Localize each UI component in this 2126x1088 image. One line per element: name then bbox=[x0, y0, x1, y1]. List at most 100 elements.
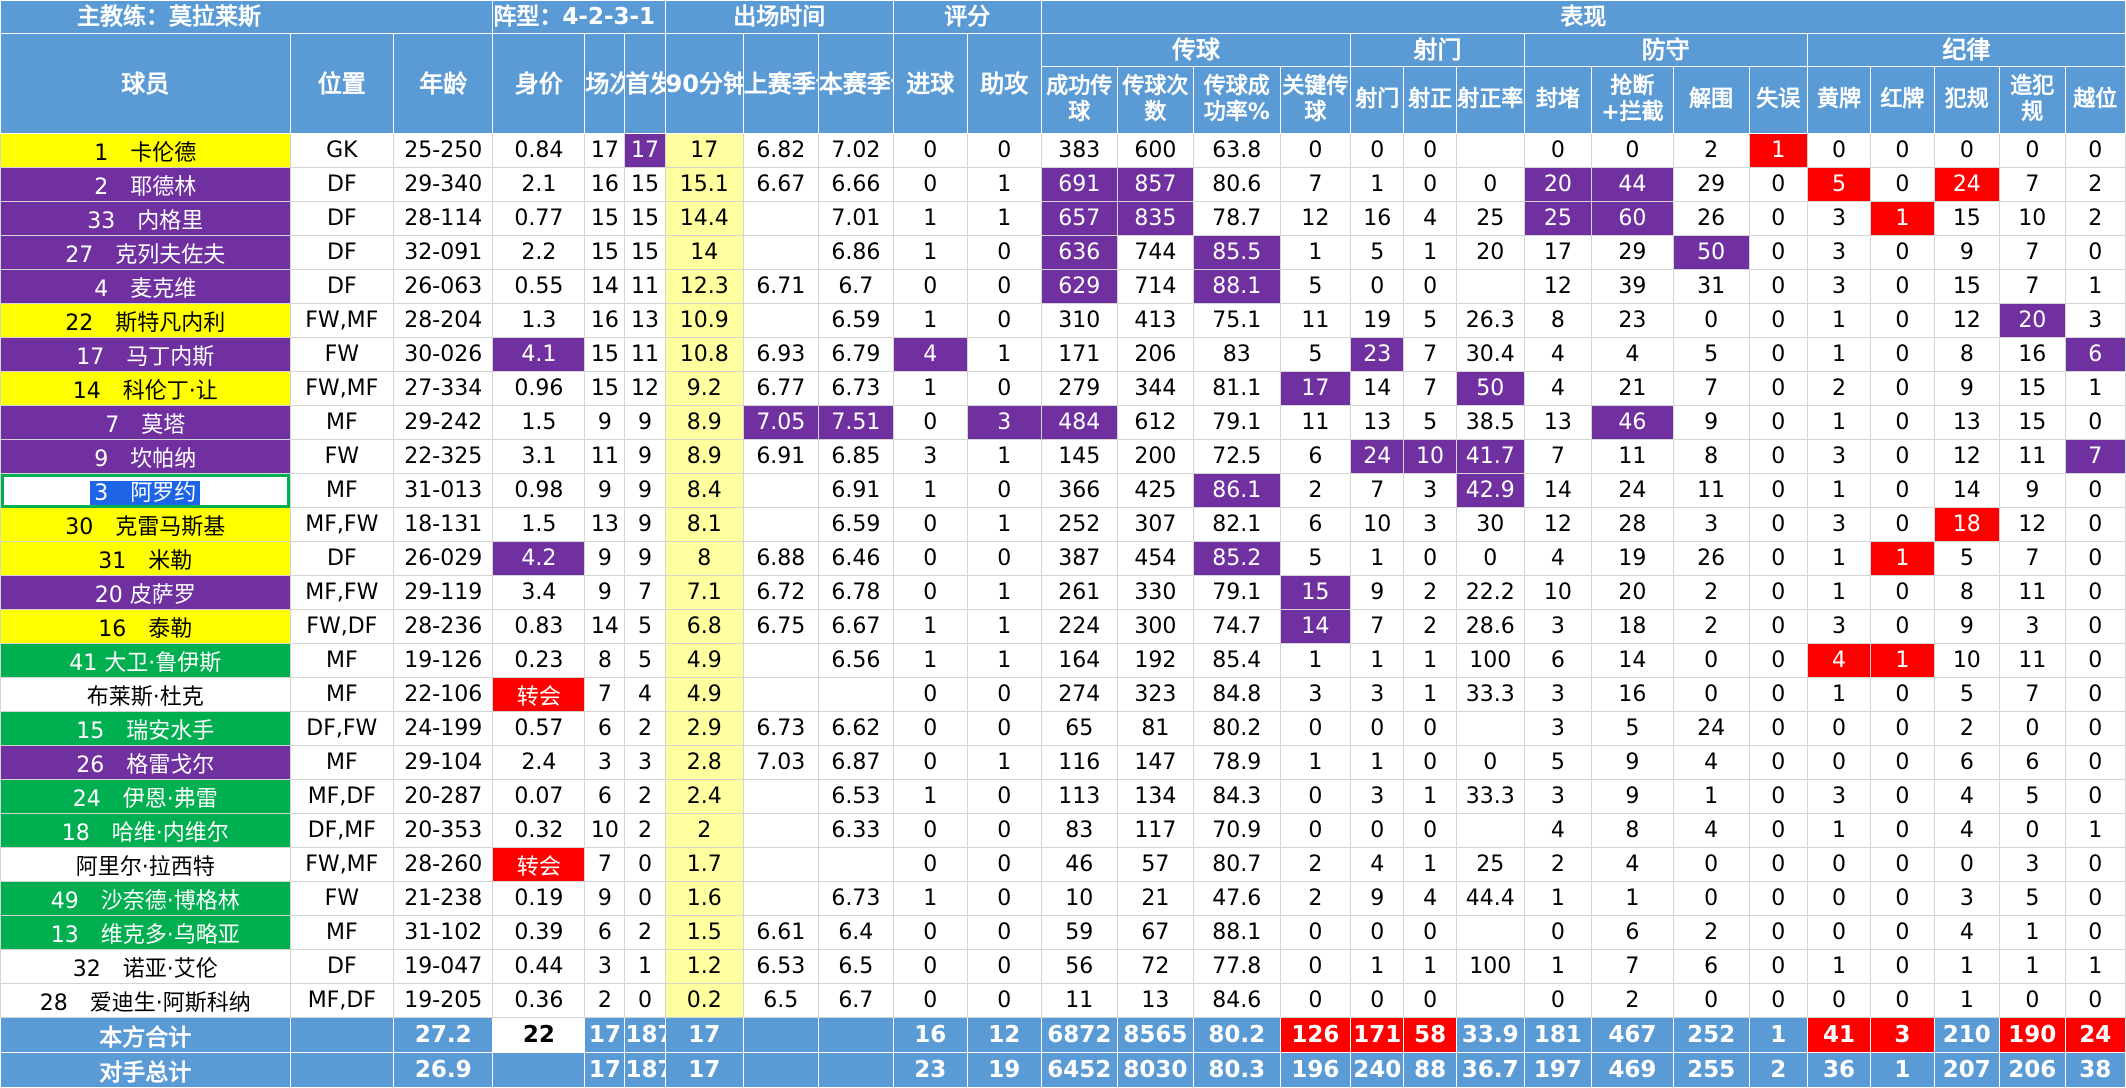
cell-pa[interactable]: 454 bbox=[1116, 541, 1194, 576]
cell-starts[interactable]: 13 bbox=[624, 303, 666, 338]
cell-starts[interactable]: 5 bbox=[624, 643, 666, 678]
cell-a[interactable]: 0 bbox=[966, 133, 1042, 168]
cell-er[interactable]: 0 bbox=[1748, 269, 1808, 304]
cell-pa[interactable]: 117 bbox=[1116, 813, 1194, 848]
cell-otp[interactable] bbox=[1455, 133, 1525, 168]
cell-apps[interactable]: 3 bbox=[584, 745, 626, 780]
cell-yc[interactable]: 3 bbox=[1806, 235, 1872, 270]
cell-rc[interactable]: 0 bbox=[1870, 847, 1935, 882]
cell-sp[interactable]: 274 bbox=[1040, 677, 1118, 712]
cell-fo[interactable]: 4 bbox=[1933, 813, 2001, 848]
cell-otp[interactable] bbox=[1455, 813, 1525, 848]
cell-yc[interactable]: 2 bbox=[1806, 371, 1872, 406]
cell-er[interactable]: 0 bbox=[1748, 915, 1808, 950]
cell-val[interactable]: 2.1 bbox=[492, 167, 586, 202]
cell-a[interactable]: 0 bbox=[966, 541, 1042, 576]
cell-sh[interactable]: 19 bbox=[1350, 303, 1405, 338]
cell-yc[interactable]: 0 bbox=[1806, 711, 1872, 746]
cell-ot[interactable]: 1 bbox=[1403, 779, 1457, 814]
cell-pp[interactable]: 80.7 bbox=[1192, 847, 1281, 882]
cell-age[interactable]: 26-029 bbox=[393, 541, 494, 576]
cell-starts[interactable]: 11 bbox=[624, 337, 666, 372]
cell-pos[interactable]: DF bbox=[289, 167, 395, 202]
cell-pp[interactable]: 81.1 bbox=[1192, 371, 1281, 406]
cell-er[interactable]: 0 bbox=[1748, 745, 1808, 780]
col-red[interactable]: 红牌 bbox=[1870, 66, 1935, 134]
cell-off[interactable]: 0 bbox=[2064, 745, 2126, 780]
cell-pos[interactable]: MF,FW bbox=[289, 507, 395, 542]
cell-cl[interactable]: 26 bbox=[1672, 541, 1750, 576]
cell-pa[interactable]: 714 bbox=[1116, 269, 1194, 304]
cell-apps[interactable]: 14 bbox=[584, 609, 626, 644]
cell-tk[interactable]: 4 bbox=[1591, 847, 1674, 882]
cell-sh[interactable]: 1 bbox=[1350, 949, 1405, 984]
cell-lr[interactable] bbox=[742, 507, 819, 542]
cell-n90[interactable]: 8.1 bbox=[664, 507, 744, 542]
cell-lr[interactable] bbox=[742, 303, 819, 338]
cell-tr[interactable]: 7.01 bbox=[817, 201, 894, 236]
cell-pa[interactable]: 744 bbox=[1116, 235, 1194, 270]
cell-otp[interactable] bbox=[1455, 269, 1525, 304]
cell-pos[interactable]: GK bbox=[289, 133, 395, 168]
cell-fo[interactable]: 0 bbox=[1933, 847, 2001, 882]
cell-otp[interactable]: 25 bbox=[1455, 201, 1525, 236]
cell-pos[interactable]: DF,MF bbox=[289, 813, 395, 848]
cell-fo[interactable]: 6 bbox=[1933, 745, 2001, 780]
table-row[interactable]: 31 米勒 DF 26-029 4.2 9 9 8 6.88 6.46 0 0 387 454 85.2 5… bbox=[0, 541, 2126, 576]
cell-apps[interactable]: 7 bbox=[584, 677, 626, 712]
cell-pp[interactable]: 47.6 bbox=[1192, 881, 1281, 916]
cell-pos[interactable]: DF bbox=[289, 949, 395, 984]
cell-pp[interactable]: 63.8 bbox=[1192, 133, 1281, 168]
cell-name[interactable]: 4 麦克维 bbox=[0, 269, 291, 304]
cell-otp[interactable] bbox=[1455, 711, 1525, 746]
cell-pa[interactable]: 330 bbox=[1116, 575, 1194, 610]
table-row[interactable]: 32 诺亚·艾伦 DF 19-047 0.44 3 1 1.2 6.53 6.5 0 0 56 72 77… bbox=[0, 949, 2126, 984]
cell-off[interactable]: 6 bbox=[2064, 337, 2126, 372]
cell-apps[interactable]: 15 bbox=[584, 235, 626, 270]
cell-val[interactable]: 0.96 bbox=[492, 371, 586, 406]
cell-off[interactable]: 0 bbox=[2064, 133, 2126, 168]
cell-sp[interactable]: 383 bbox=[1040, 133, 1118, 168]
cell-g[interactable]: 0 bbox=[892, 541, 968, 576]
cell-fo[interactable]: 9 bbox=[1933, 371, 2001, 406]
cell-pa[interactable]: 413 bbox=[1116, 303, 1194, 338]
cell-apps[interactable]: 9 bbox=[584, 541, 626, 576]
cell-name[interactable]: 49 沙奈德·博格林 bbox=[0, 881, 291, 916]
cell-tr[interactable]: 7.51 bbox=[817, 405, 894, 440]
cell-tr[interactable]: 6.86 bbox=[817, 235, 894, 270]
cell-pa[interactable]: 67 bbox=[1116, 915, 1194, 950]
cell-ot[interactable]: 2 bbox=[1403, 575, 1457, 610]
cell-sp[interactable]: 56 bbox=[1040, 949, 1118, 984]
cell-age[interactable]: 28-204 bbox=[393, 303, 494, 338]
cell-g[interactable]: 0 bbox=[892, 983, 968, 1018]
cell-yc[interactable]: 1 bbox=[1806, 473, 1872, 508]
cell-name[interactable]: 15 瑞安水手 bbox=[0, 711, 291, 746]
cell-pos[interactable]: FW,MF bbox=[289, 371, 395, 406]
cell-bl[interactable]: 1 bbox=[1523, 949, 1593, 984]
cell-fd[interactable]: 5 bbox=[1999, 779, 2066, 814]
cell-name[interactable]: 22 斯特凡内利 bbox=[0, 303, 291, 338]
cell-pa[interactable]: 835 bbox=[1116, 201, 1194, 236]
cell-apps[interactable]: 16 bbox=[584, 303, 626, 338]
cell-g[interactable]: 0 bbox=[892, 915, 968, 950]
cell-otp[interactable]: 41.7 bbox=[1455, 439, 1525, 474]
cell-tr[interactable]: 6.56 bbox=[817, 643, 894, 678]
cell-pp[interactable]: 80.6 bbox=[1192, 167, 1281, 202]
cell-sh[interactable]: 7 bbox=[1350, 609, 1405, 644]
cell-pa[interactable]: 612 bbox=[1116, 405, 1194, 440]
cell-starts[interactable]: 2 bbox=[624, 915, 666, 950]
cell-tk[interactable]: 9 bbox=[1591, 745, 1674, 780]
cell-apps[interactable]: 9 bbox=[584, 473, 626, 508]
cell-age[interactable]: 28-260 bbox=[393, 847, 494, 882]
cell-pa[interactable]: 192 bbox=[1116, 643, 1194, 678]
cell-starts[interactable]: 0 bbox=[624, 881, 666, 916]
cell-pos[interactable]: MF bbox=[289, 915, 395, 950]
cell-g[interactable]: 1 bbox=[892, 473, 968, 508]
cell-apps[interactable]: 14 bbox=[584, 269, 626, 304]
cell-cl[interactable]: 7 bbox=[1672, 371, 1750, 406]
cell-name[interactable]: 32 诺亚·艾伦 bbox=[0, 949, 291, 984]
cell-yc[interactable]: 1 bbox=[1806, 303, 1872, 338]
cell-g[interactable]: 0 bbox=[892, 405, 968, 440]
cell-g[interactable]: 4 bbox=[892, 337, 968, 372]
cell-yc[interactable]: 0 bbox=[1806, 881, 1872, 916]
